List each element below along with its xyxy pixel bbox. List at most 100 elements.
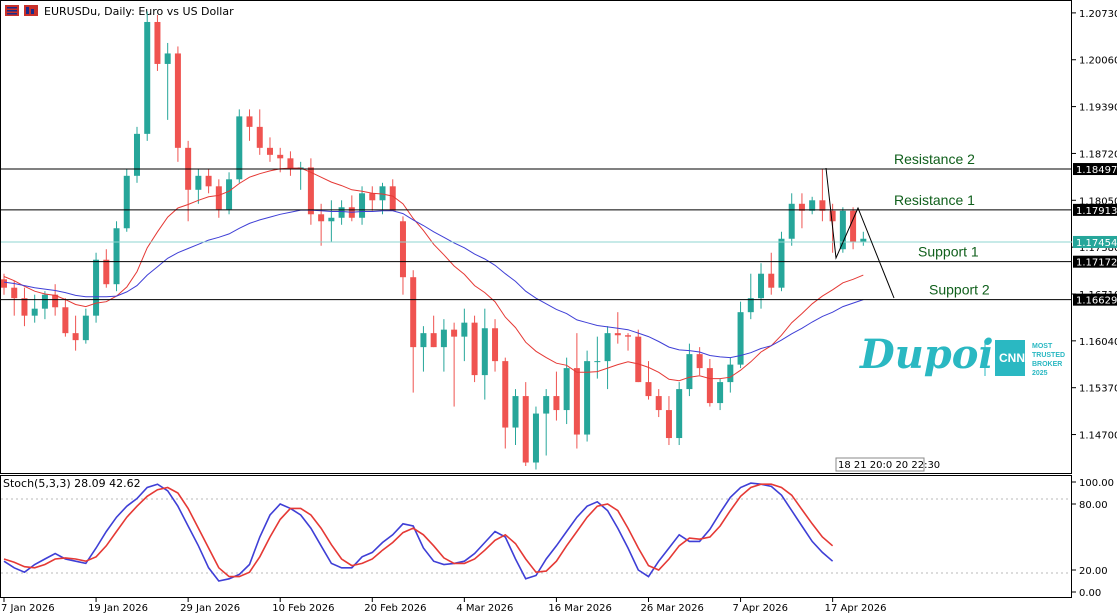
current-price-tag: 1.17454 (1076, 238, 1117, 249)
price-tick-label: 1.20060 (1079, 56, 1117, 67)
candle-body (420, 333, 427, 348)
candle-body (359, 193, 366, 218)
candle-body (604, 333, 611, 362)
candle-body (676, 389, 683, 439)
candle-body (829, 210, 836, 222)
candle-body (737, 312, 744, 365)
candle-body (215, 186, 222, 210)
candle-body (277, 154, 284, 159)
price-tick-label: 1.17380 (1079, 243, 1117, 254)
level-label: Resistance 1 (894, 192, 975, 208)
candle-body (625, 335, 632, 337)
stoch-label: Stoch(5,3,3) 28.09 42.62 (3, 477, 141, 490)
candle-body (461, 322, 468, 337)
candle-body (226, 179, 233, 210)
stoch-tick-label: 80.00 (1079, 500, 1108, 511)
stoch-tick-label: 0.00 (1079, 588, 1101, 599)
level-label: Support 2 (929, 282, 990, 298)
level-label: Support 1 (918, 244, 979, 260)
window-controls[interactable] (5, 5, 38, 16)
candle-body (93, 259, 100, 316)
stoch-signal-line (3, 483, 834, 578)
level-price-tag-bg (1073, 203, 1117, 216)
stoch-tick-label: 20.00 (1079, 566, 1108, 577)
candle-body (103, 259, 110, 285)
candle-body (154, 21, 161, 64)
level-price-tag-bg (1073, 163, 1117, 176)
badge-line-1: MOST (1032, 343, 1053, 350)
date-tick-label: 10 Feb 2026 (272, 603, 334, 613)
candle-body (287, 158, 294, 169)
candle-body (584, 361, 591, 435)
cnn-badge-logo (995, 340, 1025, 376)
date-axis: 7 Jan 2026 19 Jan 2026 29 Jan 2026 10 Feb 2… (1, 598, 886, 613)
candle-body (481, 328, 488, 376)
candle-body (31, 308, 38, 316)
candle-body (369, 193, 376, 201)
candle-body (21, 298, 28, 316)
date-tick-label: 29 Jan 2026 (180, 603, 240, 613)
candle-body (778, 238, 785, 288)
candle-body (850, 210, 857, 243)
candle-body (573, 368, 580, 435)
ma-fast-line (3, 167, 864, 382)
candle-body (82, 315, 89, 341)
candle-body (594, 361, 601, 363)
candle-body (174, 53, 181, 148)
candle-body (563, 368, 570, 411)
date-tick-label: 7 Jan 2026 (1, 603, 55, 613)
time-tags: 18 21 20:0 20 22:30 (838, 460, 940, 471)
candle-body (553, 396, 560, 411)
chart-title: EURUSDu, Daily: Euro vs US Dollar (44, 5, 234, 18)
date-tick-label: 16 Mar 2026 (548, 603, 611, 613)
date-tick-label: 26 Mar 2026 (640, 603, 703, 613)
candle-body (543, 396, 550, 414)
candle-body (655, 396, 662, 411)
date-tick-label: 20 Feb 2026 (364, 603, 426, 613)
price-tick-label: 1.20730 (1079, 9, 1117, 20)
candle-body (788, 203, 795, 239)
candle-body (758, 273, 765, 299)
candle-body (266, 147, 273, 155)
projection-zigzag[interactable] (825, 167, 895, 299)
candle-body (144, 21, 151, 134)
cnn-logo-text: CNN (999, 351, 1025, 365)
candle-body (614, 333, 621, 336)
candle-body (133, 133, 140, 176)
badge-line-4: 2025 (1032, 370, 1048, 377)
current-price-tag-bg (1073, 235, 1117, 248)
candle-body (72, 333, 79, 341)
brand-watermark: Dupoin CNN MOST TRUSTED BROKER 2025 (859, 331, 1065, 378)
candle-body (164, 53, 171, 64)
candle-body (430, 333, 437, 348)
candle-body (307, 167, 314, 215)
candle-body (256, 126, 263, 148)
candle-body (399, 221, 406, 278)
price-tick-label: 1.19390 (1079, 103, 1117, 114)
candle-body (328, 217, 335, 222)
candle-body (645, 382, 652, 397)
moving-averages-layer (3, 167, 864, 382)
candle-body (113, 228, 120, 285)
candle-body (195, 175, 202, 190)
badge-line-2: TRUSTED (1032, 352, 1065, 359)
candle-body (512, 396, 519, 428)
price-tick-label: 1.18050 (1079, 196, 1117, 207)
candle-body (318, 214, 325, 222)
ma-slow-line (3, 209, 864, 359)
date-tick-label: 19 Jan 2026 (88, 603, 148, 613)
time-tags-box (835, 457, 925, 472)
candle-body (747, 298, 754, 313)
candle-body (819, 200, 826, 211)
level-price-tag: 1.16629 (1076, 296, 1117, 307)
candle-body (338, 207, 345, 218)
candle-body (768, 273, 775, 288)
candle-body (860, 238, 867, 243)
badge-line-3: BROKER (1032, 361, 1062, 368)
candle-body (696, 354, 703, 369)
level-price-tag: 1.18497 (1076, 165, 1117, 176)
stoch-panel-frame (0, 475, 1072, 598)
candle-body (11, 287, 18, 299)
candle-body (389, 186, 396, 211)
